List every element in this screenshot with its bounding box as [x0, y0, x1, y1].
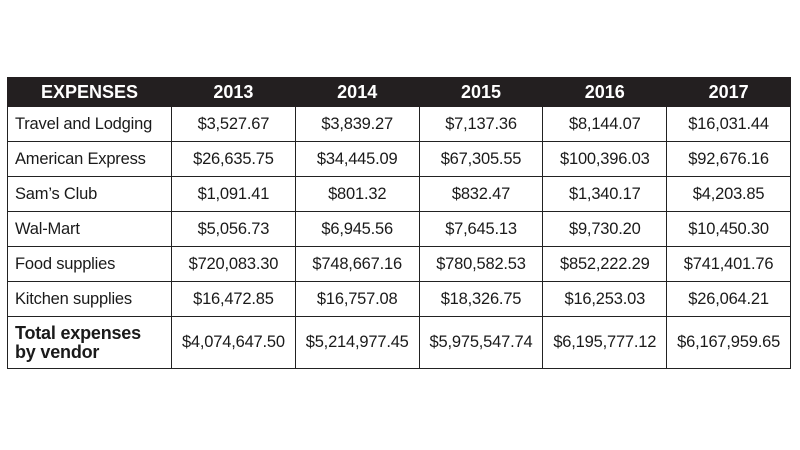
- table-cell: $16,757.08: [294, 281, 420, 317]
- table-row-food-supplies: Food supplies $720,083.30 $748,667.16 $7…: [7, 246, 791, 282]
- header-year-2017: 2017: [666, 77, 791, 107]
- row-label: Sam’s Club: [7, 176, 172, 212]
- row-label: Food supplies: [7, 246, 172, 282]
- table-cell: $16,472.85: [171, 281, 296, 317]
- table-cell: $780,582.53: [418, 246, 544, 282]
- row-label: Travel and Lodging: [7, 106, 172, 142]
- table-cell: $10,450.30: [666, 211, 791, 247]
- table-cell: $100,396.03: [542, 141, 668, 177]
- table-cell: $720,083.30: [171, 246, 296, 282]
- header-year-2015: 2015: [418, 77, 544, 107]
- total-cell: $5,975,547.74: [418, 316, 544, 369]
- table-row-wal-mart: Wal-Mart $5,056.73 $6,945.56 $7,645.13 $…: [7, 211, 791, 247]
- table-cell: $4,203.85: [666, 176, 791, 212]
- total-row-label: Total expenses by vendor: [7, 316, 172, 369]
- table-cell: $7,137.36: [418, 106, 544, 142]
- table-cell: $1,340.17: [542, 176, 668, 212]
- total-cell: $6,167,959.65: [666, 316, 791, 369]
- table-cell: $3,839.27: [294, 106, 420, 142]
- total-cell: $5,214,977.45: [294, 316, 420, 369]
- table-cell: $3,527.67: [171, 106, 296, 142]
- table-cell: $832.47: [418, 176, 544, 212]
- header-row: EXPENSES 2013 2014 2015 2016 2017: [7, 77, 791, 107]
- header-expenses: EXPENSES: [7, 77, 172, 107]
- table-cell: $5,056.73: [171, 211, 296, 247]
- header-year-2013: 2013: [171, 77, 296, 107]
- table-cell: $16,253.03: [542, 281, 668, 317]
- table-cell: $741,401.76: [666, 246, 791, 282]
- row-label: Kitchen supplies: [7, 281, 172, 317]
- expenses-table-container: EXPENSES 2013 2014 2015 2016 2017 Travel…: [7, 77, 791, 369]
- table-body: Travel and Lodging $3,527.67 $3,839.27 $…: [7, 106, 791, 369]
- table-cell: $18,326.75: [418, 281, 544, 317]
- total-label-line2: by vendor: [15, 341, 100, 362]
- table-cell: $6,945.56: [294, 211, 420, 247]
- total-cell: $6,195,777.12: [542, 316, 668, 369]
- table-cell: $8,144.07: [542, 106, 668, 142]
- table-cell: $748,667.16: [294, 246, 420, 282]
- table-cell: $852,222.29: [542, 246, 668, 282]
- table-cell: $67,305.55: [418, 141, 544, 177]
- table-cell: $26,635.75: [171, 141, 296, 177]
- table-row-american-express: American Express $26,635.75 $34,445.09 $…: [7, 141, 791, 177]
- total-cell: $4,074,647.50: [171, 316, 296, 369]
- table-cell: $92,676.16: [666, 141, 791, 177]
- table-row-total-expenses: Total expenses by vendor $4,074,647.50 $5…: [7, 316, 791, 369]
- table-cell: $34,445.09: [294, 141, 420, 177]
- table-row-kitchen-supplies: Kitchen supplies $16,472.85 $16,757.08 $…: [7, 281, 791, 317]
- table-row-sams-club: Sam’s Club $1,091.41 $801.32 $832.47 $1,…: [7, 176, 791, 212]
- row-label: Wal-Mart: [7, 211, 172, 247]
- table-cell: $801.32: [294, 176, 420, 212]
- header-year-2014: 2014: [294, 77, 420, 107]
- table-cell: $7,645.13: [418, 211, 544, 247]
- table-cell: $26,064.21: [666, 281, 791, 317]
- table-cell: $9,730.20: [542, 211, 668, 247]
- table-row-travel-and-lodging: Travel and Lodging $3,527.67 $3,839.27 $…: [7, 106, 791, 142]
- table-cell: $16,031.44: [666, 106, 791, 142]
- table-cell: $1,091.41: [171, 176, 296, 212]
- header-year-2016: 2016: [542, 77, 668, 107]
- total-label-line1: Total expenses: [15, 322, 141, 343]
- table-header: EXPENSES 2013 2014 2015 2016 2017: [7, 77, 791, 107]
- expenses-table: EXPENSES 2013 2014 2015 2016 2017 Travel…: [7, 77, 791, 369]
- row-label: American Express: [7, 141, 172, 177]
